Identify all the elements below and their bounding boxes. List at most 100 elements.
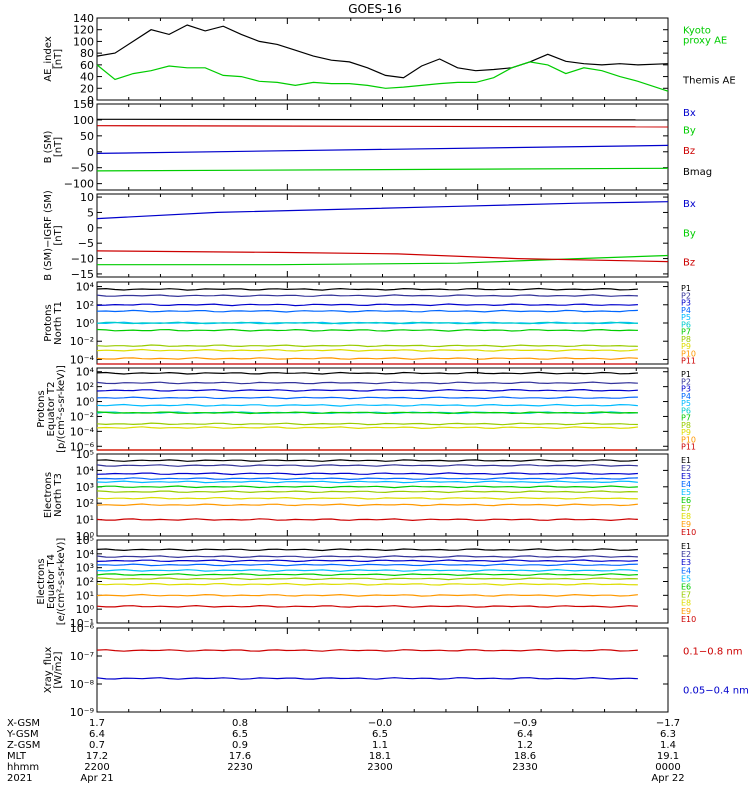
legend-label: By [683,228,696,239]
channel-label: E4 [681,480,691,489]
channel-label: E8 [681,599,691,608]
y-axis-label: B (SM) [43,130,54,163]
y-tick-label: 10⁰ [76,396,95,409]
x-row-value: 6.4 [517,729,533,740]
series-line-E7 [96,577,638,581]
series-line-E2 [96,555,638,559]
x-row-value: 2230 [227,762,252,773]
channel-label: E2 [681,464,691,473]
channel-label: E7 [681,504,691,513]
legend-label: Themis AE [682,76,736,87]
y-tick-label: 60 [80,59,94,72]
y-tick-label: 0 [87,146,94,159]
x-row-value: 19.1 [657,751,679,762]
channel-label: P7 [681,328,691,337]
series-line-E8 [96,496,638,500]
channel-label: P4 [681,306,691,315]
channel-label: E2 [681,550,691,559]
x-row-value: 2200 [84,762,109,773]
x-row-value: 2300 [367,762,392,773]
x-row-value: −1.7 [656,718,680,729]
x-row-value: 17.6 [229,751,251,762]
x-row-value: 1.4 [660,740,676,751]
x-axis-table: X-GSM 1.7 0.8 −0.0 −0.9 −1.7 Y-GSM 6.4 6.5 6.5 6.4… [6,718,685,784]
legend-label: By [683,125,696,136]
channel-label: E1 [681,542,691,551]
y-tick-label: 100 [73,114,94,127]
y-tick-label: 50 [80,130,94,143]
y-tick-label: 10⁵ [76,534,94,547]
y-tick-label: 10⁰ [76,603,95,616]
series-line-E4 [96,477,638,481]
series-line-P8 [96,344,638,348]
y-axis-label: [W/m2] [53,651,64,688]
y-tick-label: 10² [76,381,94,394]
x-row-value: −0.0 [368,718,392,729]
channel-label: E9 [681,607,691,616]
series-line-E2 [96,464,638,467]
series-line-P2 [96,294,638,298]
legend-label: Bz [683,146,695,157]
series-line-E10 [96,604,638,608]
x-row-value: 6.3 [660,729,676,740]
x-row-label: hhmm [7,762,39,773]
channel-label: P3 [681,385,691,394]
series-line-Bz [96,125,669,128]
legend-label: Bz [683,258,695,269]
channel-label: E5 [681,574,691,583]
channel-label: P4 [681,392,691,401]
panel-pnorth: 10⁻⁴ 10⁻² 10⁰ 10² 10⁴ Protons North T1 P1P2P3P4… [43,281,696,367]
y-axis-label: Protons [43,304,54,341]
channel-label: E6 [681,496,691,505]
channel-label: P6 [681,406,691,415]
x-row-label: Z-GSM [7,740,40,751]
y-tick-label: 10⁻⁸ [70,678,95,691]
series-line-E7 [96,490,638,494]
series-line-P9 [96,348,638,352]
series-line-E3 [96,559,638,563]
y-axis-label: Electrons [43,472,54,518]
series-line-P9 [96,426,638,430]
panel-bigrf: −15 −10 −5 0 5 10 B (SM)−IGRF (SM) [nT] Bx By Bz [43,190,696,281]
panel-bsm: −100 −50 0 50 100 150 B (SM) [nT] Bx By Bz Bmag [43,98,712,191]
channel-label: P2 [681,377,691,386]
y-tick-label: 100 [73,35,94,48]
channel-label: P11 [681,357,696,366]
series-line-Bmag [96,118,669,121]
x-row-value: Apr 22 [651,773,684,784]
y-tick-label: 10⁻⁴ [70,353,95,366]
channel-label: E6 [681,583,691,592]
channel-label: P9 [681,342,691,351]
y-tick-label: 10⁻⁴ [70,425,95,438]
series-line-E8 [96,582,638,586]
y-axis-label: B (SM)−IGRF (SM) [43,190,54,281]
channel-label: E3 [681,472,691,481]
y-tick-label: −50 [71,162,94,175]
x-row-label: 2021 [7,773,32,784]
x-row-value: Apr 21 [80,773,113,784]
x-row-value: −0.9 [513,718,537,729]
y-tick-label: 120 [73,24,94,37]
y-tick-label: −15 [71,268,94,281]
channel-label: P11 [681,443,696,452]
x-row-value: 1.2 [517,740,533,751]
legend-label: 0.05−0.4 nm [683,686,749,697]
series-line-E3 [96,472,638,476]
channel-label: P10 [681,435,696,444]
y-axis-label: Equator T2 [46,382,57,437]
y-axis-label: [e/(cm²-s-sr-keV)] [56,538,67,626]
x-row-value: 1.1 [372,740,388,751]
series-line-E5 [96,480,638,484]
series-line-P3 [96,388,638,392]
legend-label: 0.1−0.8 nm [683,646,742,657]
panel-frame [96,367,669,451]
x-row-value: 18.1 [369,751,391,762]
series-line-P6 [96,321,638,325]
y-tick-label: 140 [73,12,94,25]
series-line-P3 [96,303,638,307]
